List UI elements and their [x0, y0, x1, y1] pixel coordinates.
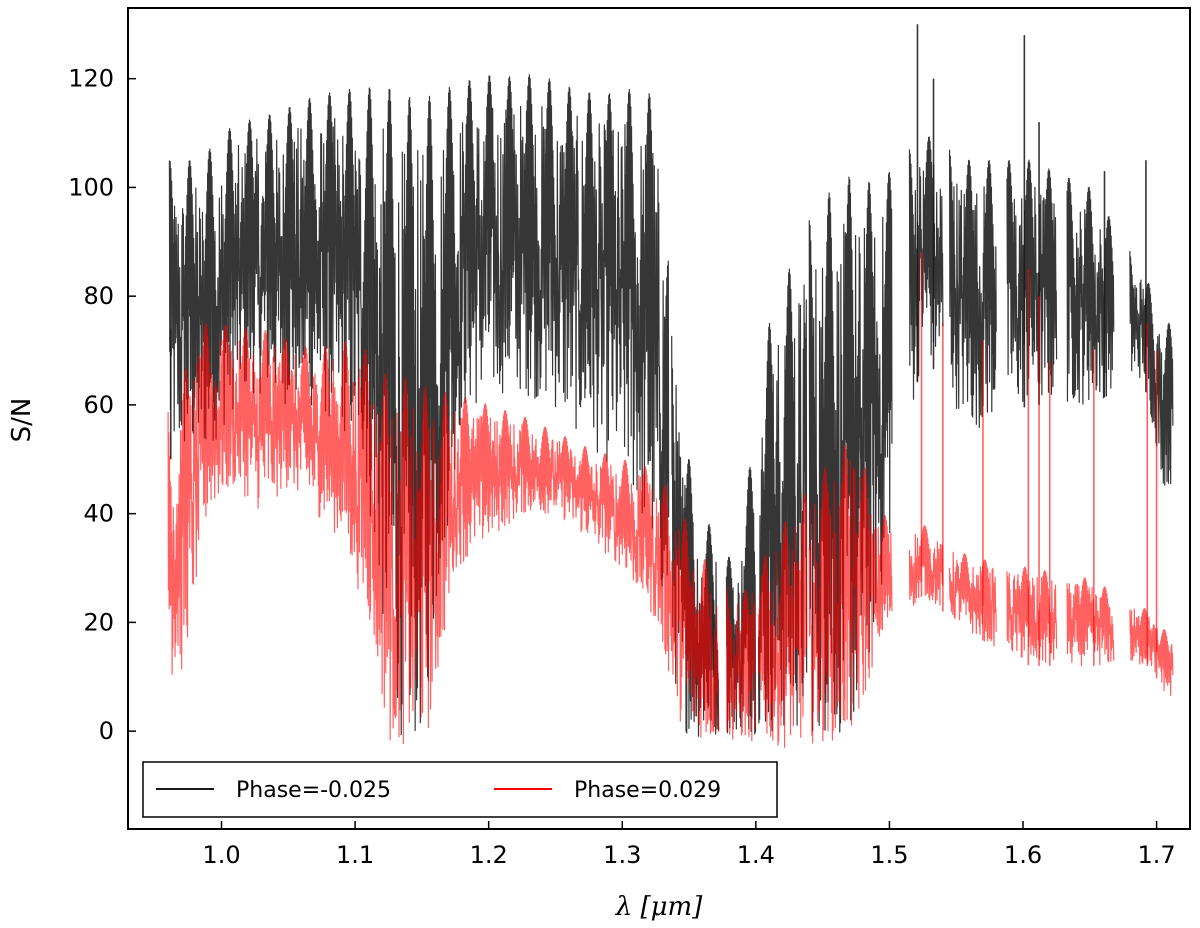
legend: Phase=-0.025 Phase=0.029 [142, 761, 778, 818]
y-tick-label: 0 [99, 717, 114, 745]
x-tick-label: 1.1 [336, 841, 374, 869]
y-tick-label: 60 [83, 391, 114, 419]
x-tick-label: 1.7 [1138, 841, 1176, 869]
y-axis-label: S/N [7, 398, 37, 443]
series-segment [1006, 159, 1058, 402]
y-tick-label: 80 [83, 282, 114, 310]
series-segment [725, 587, 757, 742]
series-segment [1066, 577, 1115, 667]
x-tick-label: 1.0 [202, 841, 240, 869]
legend-label-phase-pos: Phase=0.029 [574, 778, 721, 803]
x-axis-ticks: 1.0 1.1 1.2 1.3 1.4 1.5 1.6 1.7 [202, 821, 1176, 869]
y-axis-ticks: 0 20 40 60 80 100 120 [68, 65, 136, 745]
y-tick-label: 120 [68, 65, 114, 93]
x-tick-label: 1.6 [1004, 841, 1042, 869]
series-segment [808, 171, 893, 733]
y-tick-label: 20 [83, 608, 114, 636]
x-tick-label: 1.5 [870, 841, 908, 869]
series-segment [1006, 566, 1058, 663]
x-tick-label: 1.2 [470, 841, 508, 869]
series-segment [1066, 177, 1115, 405]
series-segment [374, 372, 443, 744]
series-layer [167, 24, 1174, 748]
series-segment [167, 323, 376, 675]
series-segment [1129, 251, 1174, 486]
y-tick-label: 40 [83, 500, 114, 528]
series-segment [757, 493, 808, 748]
series-segment [948, 149, 997, 429]
x-tick-label: 1.4 [737, 841, 775, 869]
legend-label-phase-neg: Phase=-0.025 [236, 778, 391, 803]
series-segment [441, 391, 720, 738]
x-tick-label: 1.3 [603, 841, 641, 869]
series-segment [808, 444, 893, 744]
y-tick-label: 100 [68, 173, 114, 201]
series-segment [168, 87, 376, 532]
series-segment [908, 525, 944, 606]
plot-frame [127, 7, 1191, 830]
series-segment [374, 74, 670, 736]
series-phase-pos [167, 252, 1174, 748]
legend-box [142, 761, 778, 818]
series-segment [1129, 608, 1174, 696]
x-axis-label: λ [μm] [615, 892, 703, 922]
series-segment [908, 136, 944, 400]
series-segment [948, 551, 997, 647]
